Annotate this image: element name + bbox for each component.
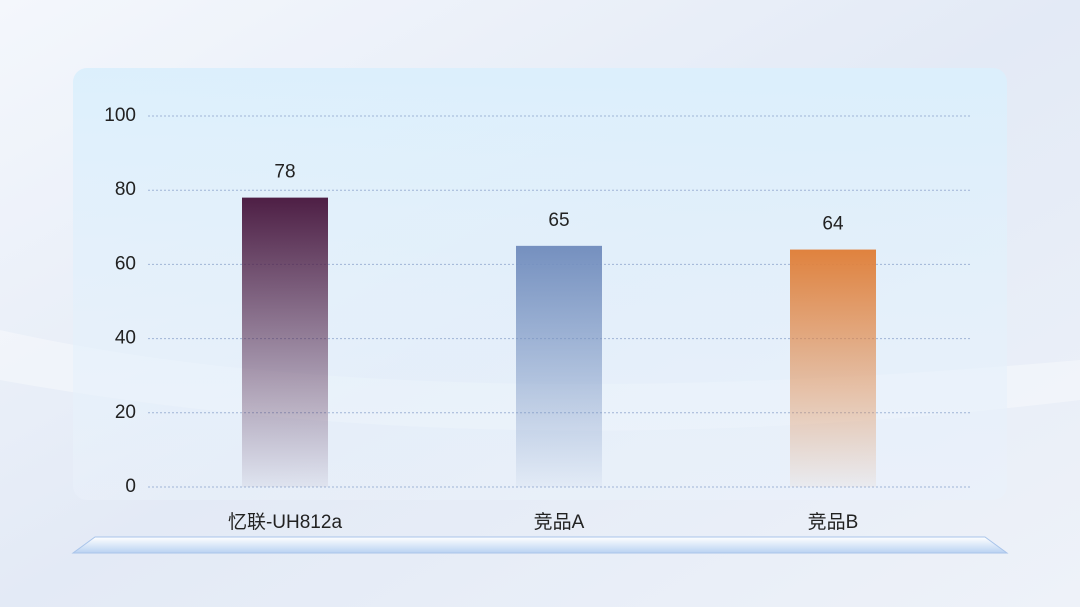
bar	[790, 249, 876, 487]
x-tick-label: 忆联-UH812a	[228, 511, 342, 533]
y-tick-label: 0	[125, 476, 136, 497]
plot-area: 0 20 40 60 80 100 忆联-UH812a 78 竞品A 65 竞品B 64	[104, 105, 970, 533]
value-label: 78	[274, 162, 295, 183]
x-tick-label: 竞品B	[808, 511, 859, 533]
y-tick-label: 20	[115, 402, 136, 423]
bar	[242, 197, 328, 487]
y-tick-label: 100	[104, 105, 136, 126]
y-tick-label: 40	[115, 328, 136, 349]
y-tick-label: 80	[115, 179, 136, 200]
bar	[516, 245, 602, 487]
platform	[71, 536, 1009, 554]
y-tick-label: 60	[115, 253, 136, 274]
value-label: 65	[548, 210, 569, 231]
x-tick-label: 竞品A	[534, 511, 585, 533]
value-label: 64	[822, 214, 844, 235]
